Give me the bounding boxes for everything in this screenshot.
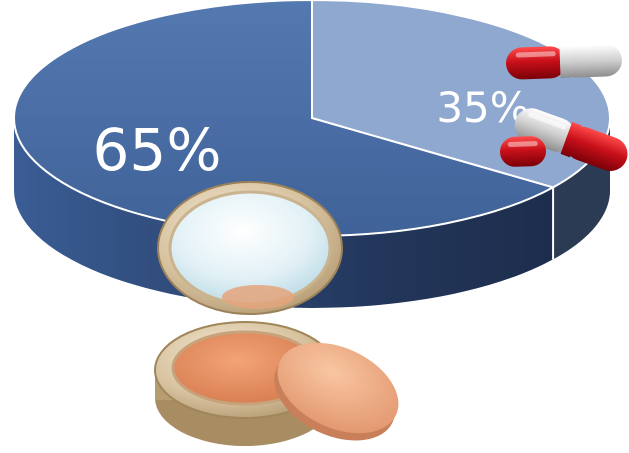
capsule-pill-icon: [506, 44, 622, 80]
data-label-major: 65%: [93, 116, 222, 184]
pie-slice-major: [13, 0, 556, 237]
pie-slice-side-minor: [553, 118, 610, 260]
data-label-minor: 35%: [436, 83, 529, 132]
compact-powder-icon: [154, 181, 399, 446]
capsule-pill-icon: [500, 136, 547, 167]
